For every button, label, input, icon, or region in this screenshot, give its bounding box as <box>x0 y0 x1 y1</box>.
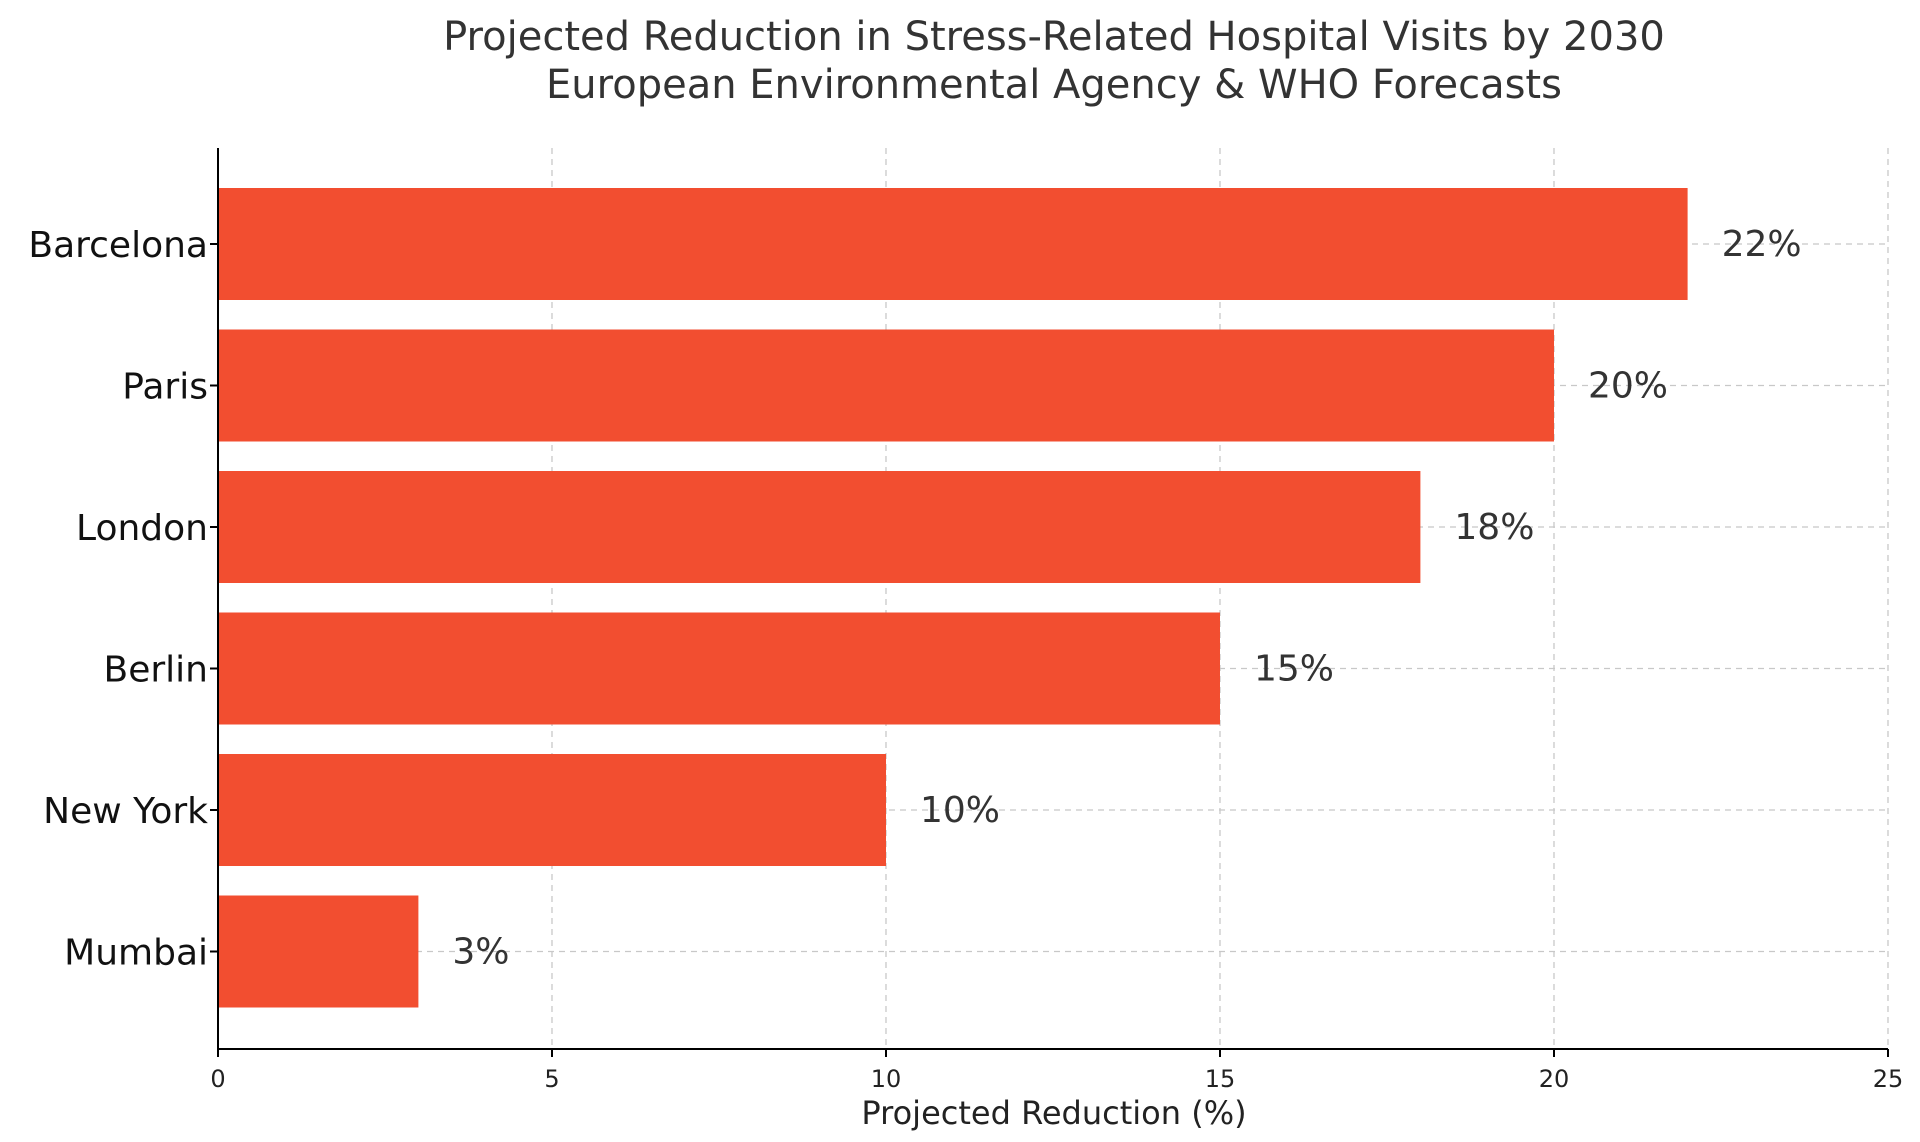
y-tick-label: New York <box>43 791 208 832</box>
chart-subtitle: European Environmental Agency & WHO Fore… <box>546 62 1562 108</box>
data-label: 18% <box>1454 507 1534 548</box>
bar-berlin <box>218 612 1220 725</box>
bar-barcelona <box>218 188 1688 300</box>
x-tick-label: 15 <box>1205 1065 1236 1093</box>
bar-new-york <box>218 754 886 866</box>
axes-group <box>217 148 1888 1050</box>
x-tick-label: 25 <box>1873 1065 1904 1093</box>
chart-title: Projected Reduction in Stress-Related Ho… <box>443 14 1665 60</box>
ticks-group: 0 5 10 15 20 25 Barcelona Paris London Berlin New … <box>28 225 1903 1093</box>
x-axis-label: Projected Reduction (%) <box>861 1094 1246 1132</box>
y-tick-label: Mumbai <box>64 933 208 974</box>
y-tick-label: London <box>76 508 208 549</box>
data-label: 3% <box>452 932 509 973</box>
x-tick-label: 5 <box>544 1065 559 1093</box>
data-label: 20% <box>1588 366 1668 407</box>
bar-paris <box>218 329 1554 442</box>
x-tick-label: 20 <box>1539 1065 1570 1093</box>
x-tick-label: 10 <box>871 1065 902 1093</box>
y-tick-label: Barcelona <box>28 225 208 266</box>
y-tick-label: Paris <box>122 367 208 408</box>
bar-mumbai <box>218 895 419 1008</box>
data-label: 15% <box>1254 649 1334 690</box>
data-label: 10% <box>920 790 1000 831</box>
x-tick-label: 0 <box>210 1065 225 1093</box>
data-labels-group: 22% 20% 18% 15% 10% 3% <box>452 224 1801 973</box>
y-tick-label: Berlin <box>104 650 208 691</box>
data-label: 22% <box>1722 224 1802 265</box>
bars-group <box>218 188 1688 1008</box>
bar-london <box>218 471 1421 583</box>
